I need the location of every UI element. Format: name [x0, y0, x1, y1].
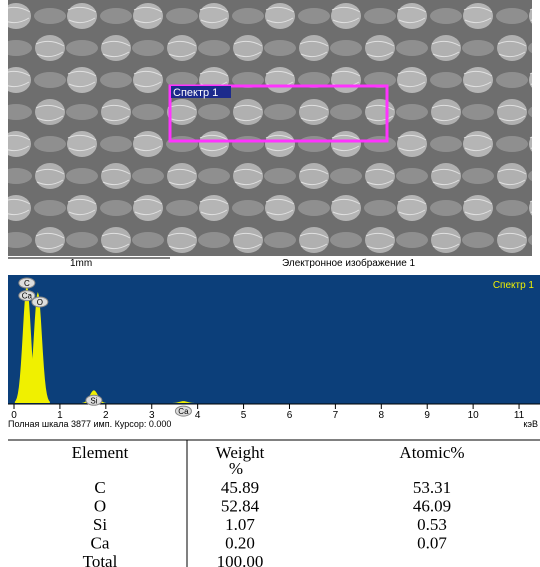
spectrum-background: [8, 275, 540, 404]
table-cell: Ca: [91, 534, 110, 553]
spectrum-region: [168, 84, 389, 143]
x-tick-label: 1: [57, 410, 63, 421]
peak-label-bg: [31, 296, 49, 308]
x-tick-label: 8: [379, 410, 385, 421]
table-cell: 0.07: [417, 534, 447, 553]
x-tick-label: 11: [514, 410, 525, 421]
table-cell: C: [94, 478, 105, 497]
x-tick-label: 10: [468, 410, 480, 421]
peak-label: C: [24, 279, 30, 288]
x-tick-label: 6: [287, 410, 293, 421]
sem-image: [8, 0, 532, 256]
table: Element Weight % Atomic% C 45.89 53.31 O 52.…: [72, 443, 465, 567]
image-caption: Электронное изображение 1: [282, 257, 416, 269]
header-cell: %: [229, 459, 243, 478]
peak-label: Ca: [22, 292, 33, 301]
table-cell: 45.89: [221, 478, 259, 497]
peak-label: O: [37, 298, 43, 307]
peak-label-bg: [18, 290, 36, 302]
x-tick-label: 5: [241, 410, 247, 421]
peak-label-bg: [85, 394, 103, 406]
table-cell: 53.31: [413, 478, 451, 497]
table-cell: 52.84: [221, 497, 260, 516]
table-cell: Si: [93, 515, 107, 534]
peak: [25, 291, 50, 403]
region-label: Спектр 1: [173, 87, 218, 99]
table-cell: 0.53: [417, 515, 447, 534]
table-cell: 46.09: [413, 497, 451, 516]
header-cell: Element: [72, 443, 129, 462]
peak-label: Si: [90, 396, 97, 405]
peak-label-bg: [18, 277, 36, 289]
table-cell: Total: [83, 552, 118, 567]
x-tick-label: 9: [424, 410, 430, 421]
peak-label-bg: [174, 405, 192, 417]
table-cell: 1.07: [225, 515, 255, 534]
header-cell: Atomic%: [399, 443, 464, 462]
x-tick-label: 0: [11, 410, 17, 421]
x-tick-label: 7: [333, 410, 339, 421]
header-cell: Weight: [216, 443, 265, 462]
x-tick-label: 4: [195, 410, 201, 421]
scale-label: 1mm: [70, 258, 92, 269]
x-tick-label: 2: [103, 410, 109, 421]
spectrum-footer: Полная шкала 3877 имп. Курсор: 0.000: [8, 419, 171, 429]
region-label-box: [171, 86, 231, 98]
spectrum: Спектр 1 Полная шкала 3877 имп. Курсор: …: [8, 275, 540, 429]
x-tick-label: 3: [149, 410, 155, 421]
x-unit: кэВ: [523, 419, 538, 429]
table-cell: 0.20: [225, 534, 255, 553]
table-cell: 100.00: [217, 552, 264, 567]
spectrum-label: Спектр 1: [493, 280, 535, 291]
peak: [171, 401, 196, 403]
table-cell: O: [94, 497, 106, 516]
peak-label: Ca: [178, 407, 189, 416]
